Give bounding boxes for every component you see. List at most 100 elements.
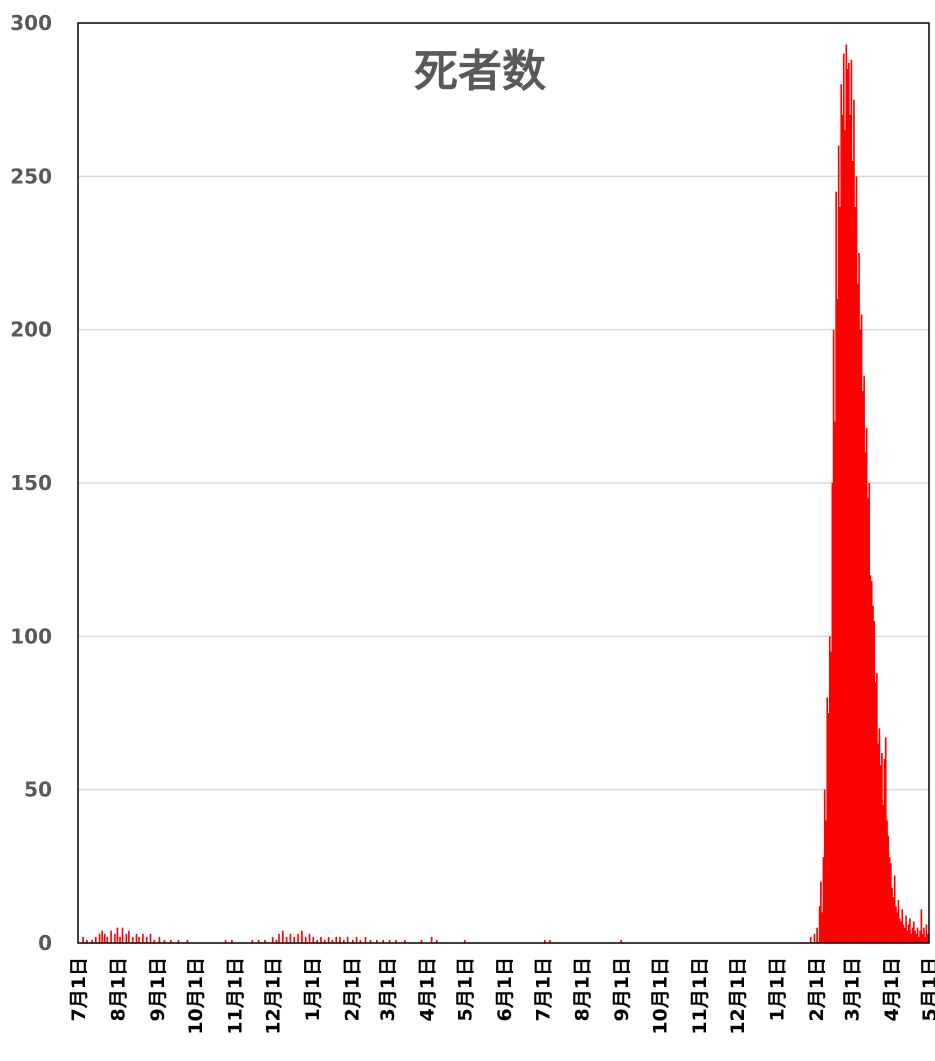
bar xyxy=(275,939,278,943)
bar xyxy=(382,939,385,943)
bar xyxy=(359,939,362,943)
bar xyxy=(271,936,274,943)
x-tick-label: 6月1日 xyxy=(494,957,516,1021)
x-tick-label: 7月1日 xyxy=(68,957,90,1021)
bar xyxy=(813,933,816,943)
bar xyxy=(881,752,883,943)
bar xyxy=(876,673,878,943)
bar xyxy=(902,924,905,943)
bar xyxy=(404,939,406,943)
bar xyxy=(898,918,901,943)
bar xyxy=(884,737,887,943)
x-tick-label: 8月1日 xyxy=(107,957,129,1021)
bar xyxy=(131,936,134,943)
bar xyxy=(845,44,848,944)
x-tick-label: 3月1日 xyxy=(377,957,399,1021)
bar xyxy=(855,176,858,943)
bar xyxy=(809,936,812,943)
bar xyxy=(620,939,622,943)
bar xyxy=(918,936,920,943)
bar xyxy=(827,713,830,943)
bar xyxy=(119,936,121,943)
bar xyxy=(895,906,897,943)
gridlines xyxy=(78,175,929,791)
bar xyxy=(116,927,119,943)
bar xyxy=(924,936,927,943)
bar xyxy=(859,329,862,943)
bar xyxy=(549,939,551,943)
bar xyxy=(839,207,841,943)
bar xyxy=(919,930,921,943)
x-tick-label: 5月1日 xyxy=(455,957,477,1021)
bar xyxy=(544,939,546,943)
bar xyxy=(463,939,466,943)
bar xyxy=(860,314,863,944)
bar xyxy=(907,924,910,943)
bar xyxy=(395,939,397,943)
bar xyxy=(142,933,144,943)
bar xyxy=(128,930,130,943)
bar xyxy=(823,789,826,943)
bar xyxy=(916,927,919,943)
bar xyxy=(327,936,330,943)
bar xyxy=(837,145,840,944)
bar xyxy=(177,939,180,943)
x-tick-label: 10月1日 xyxy=(649,957,671,1035)
bar xyxy=(828,636,831,943)
bar xyxy=(830,651,832,943)
bar xyxy=(86,939,88,943)
x-tick-label: 10月1日 xyxy=(185,957,207,1035)
y-tick-label: 150 xyxy=(10,471,52,495)
bar xyxy=(312,936,315,943)
bar xyxy=(231,939,233,943)
bar xyxy=(351,939,354,943)
bar xyxy=(911,927,914,943)
bars xyxy=(82,44,929,944)
bar xyxy=(821,912,823,943)
bar xyxy=(297,933,299,943)
bar xyxy=(854,207,857,943)
bar xyxy=(835,191,837,944)
bar xyxy=(435,939,438,943)
bar xyxy=(364,936,367,943)
bar xyxy=(826,697,829,943)
bar xyxy=(853,99,855,944)
y-tick-label: 250 xyxy=(10,164,52,188)
y-tick-label: 100 xyxy=(10,624,52,648)
bar xyxy=(877,743,879,943)
bar xyxy=(170,939,172,943)
x-axis-ticks: 7月1日 8月1日 9月1日 10月1日 11月1日 12月1日 1月1日 2月1日 3月1日 4… xyxy=(68,957,935,1035)
bar xyxy=(289,933,292,943)
bar xyxy=(158,936,161,943)
bar xyxy=(896,912,899,943)
bar xyxy=(870,581,873,943)
bar xyxy=(94,936,97,943)
bar xyxy=(858,253,860,943)
bar xyxy=(921,933,924,943)
bar xyxy=(868,483,871,943)
bar xyxy=(882,805,885,943)
bar xyxy=(320,936,322,943)
bar xyxy=(138,936,140,943)
x-tick-label: 2月1日 xyxy=(806,957,828,1021)
bar xyxy=(369,939,372,943)
bar xyxy=(355,936,358,943)
x-tick-label: 5月1日 xyxy=(919,957,935,1021)
bar xyxy=(430,936,433,943)
bar xyxy=(841,115,844,943)
bar xyxy=(904,927,906,943)
bar xyxy=(912,921,915,943)
bar xyxy=(82,936,84,943)
bar xyxy=(909,918,911,943)
bar xyxy=(308,933,311,943)
bar xyxy=(836,299,839,943)
bar xyxy=(864,452,867,943)
bar xyxy=(346,936,349,943)
x-tick-label: 11月1日 xyxy=(689,957,711,1035)
bar xyxy=(905,915,907,943)
bar xyxy=(842,53,845,944)
x-tick-label: 4月1日 xyxy=(881,957,903,1021)
bar xyxy=(186,939,189,943)
bar xyxy=(145,936,148,943)
